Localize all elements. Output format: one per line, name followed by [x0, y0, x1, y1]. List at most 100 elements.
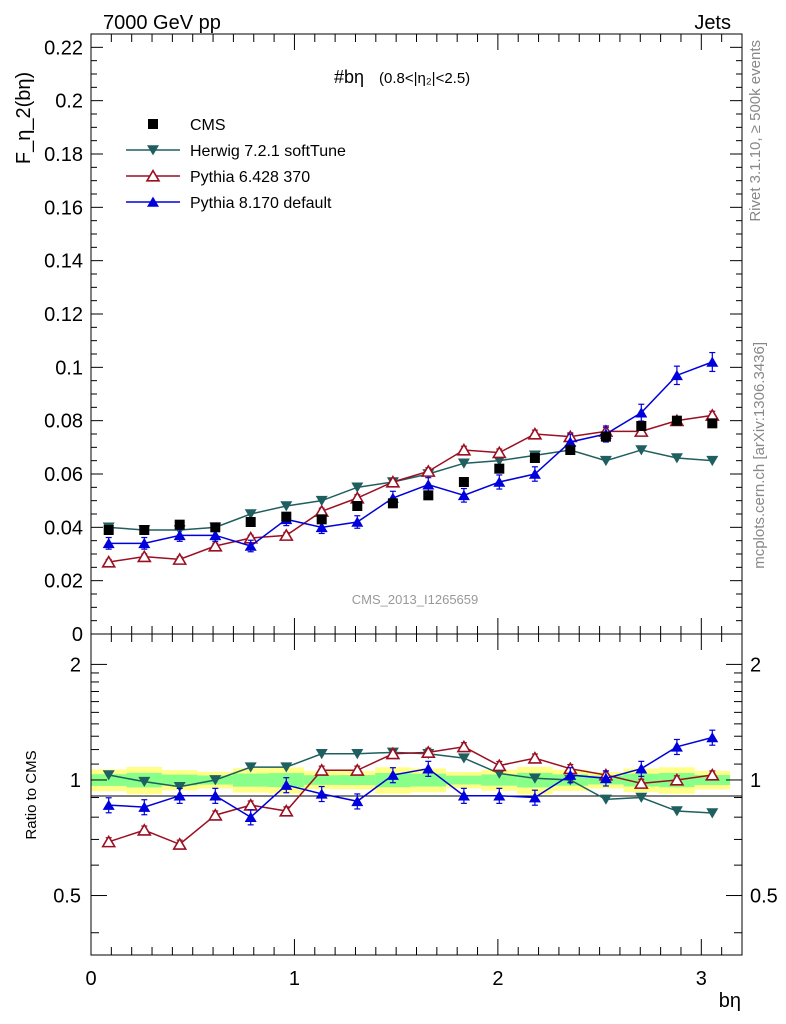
ratio-point	[209, 790, 222, 801]
y-tick-label-main: 0.18	[44, 144, 83, 166]
legend-label: Pythia 6.428 370	[190, 169, 310, 186]
plot-title-label: #bη	[334, 67, 364, 87]
series-main-2	[101, 408, 720, 568]
series-ratio-2	[102, 729, 719, 826]
ratio-point	[599, 772, 612, 784]
ratio-point	[278, 804, 294, 817]
y-tick-label-main: 0.04	[44, 517, 83, 539]
data-point	[633, 424, 649, 437]
data-point	[493, 476, 506, 487]
y-tick-label-main: 0.16	[44, 197, 83, 219]
legend-label: Herwig 7.2.1 softTune	[190, 143, 346, 160]
y-tick-label-ratio-right: 0.5	[750, 886, 778, 908]
ratio-point	[420, 745, 436, 758]
y-axis-main: 0 0.02 0.04 0.06 0.08 0.1 0.12 0.14 0.16 0.18 0.2 0…	[44, 37, 742, 646]
ratio-point	[457, 790, 470, 801]
data-point	[635, 445, 648, 456]
band-inner	[161, 774, 198, 786]
ratio-panel: 0.5 0.5 1 1 2 2 0 1 2 3	[53, 633, 778, 990]
y-tick-label-main: 0.12	[44, 304, 83, 326]
ratio-line	[108, 736, 713, 819]
data-point	[136, 549, 152, 563]
ratio-point	[280, 779, 293, 790]
ratio-point	[351, 748, 364, 760]
y-tick-label-ratio: 2	[70, 654, 81, 676]
ratio-point	[670, 806, 683, 817]
legend-marker	[147, 145, 159, 156]
y-axis-title-main: F_η_2(bη)	[13, 72, 35, 164]
data-point	[245, 517, 256, 527]
data-point	[706, 356, 719, 367]
y-tick-label-main: 0.1	[55, 357, 83, 379]
legend-marker	[148, 119, 158, 129]
legend-marker	[147, 196, 159, 207]
data-point	[244, 509, 257, 520]
y-tick-label-ratio: 0.5	[53, 886, 81, 908]
data-point	[351, 482, 364, 493]
series-line	[108, 449, 713, 531]
ratio-point	[351, 795, 364, 807]
data-point	[102, 537, 115, 549]
y-tick-label-main: 0.2	[55, 91, 83, 113]
band-inner	[410, 773, 447, 787]
ratio-point	[138, 801, 151, 812]
data-point	[565, 445, 576, 455]
y-axis-ratio: 0.5 0.5 1 1 2 2	[53, 654, 778, 934]
plot-title-range: (0.8<|η₂|<2.5)	[379, 70, 470, 87]
ratio-point	[349, 763, 365, 776]
data-point	[636, 421, 647, 431]
series-main-3	[102, 351, 719, 553]
rivet-label: Rivet 3.1.10, ≥ 500k events	[747, 40, 764, 222]
band-inner	[232, 773, 269, 787]
ratio-point	[173, 790, 186, 801]
ratio-point	[635, 763, 648, 774]
data-point	[493, 455, 506, 467]
data-point	[456, 443, 472, 456]
ratio-point	[528, 792, 541, 803]
x-axis-title: bη	[719, 990, 741, 1012]
data-point	[385, 475, 401, 488]
ratio-point	[386, 769, 399, 780]
ratio-point	[706, 808, 719, 819]
header-process: 7000 GeV pp	[103, 12, 221, 34]
y-tick-label-main: 0	[72, 624, 83, 646]
ratio-point	[102, 770, 115, 781]
series-line	[108, 361, 713, 547]
ratio-point	[280, 762, 293, 773]
x-axis-main	[90, 34, 743, 634]
data-point	[420, 464, 436, 477]
legend-label: CMS	[190, 117, 226, 134]
legend-marker	[145, 169, 161, 182]
data-point	[352, 501, 363, 511]
ratio-point	[491, 758, 507, 772]
data-point	[103, 525, 114, 535]
data-point	[670, 453, 683, 464]
data-point	[528, 468, 541, 479]
x-tick-label: 3	[696, 968, 707, 990]
data-point	[280, 501, 293, 512]
ratio-point	[243, 798, 259, 811]
ratio-point	[314, 763, 330, 776]
y-tick-label-main: 0.02	[44, 571, 83, 593]
ratio-point	[315, 748, 328, 760]
ratio-point	[456, 739, 472, 753]
ratio-point	[599, 794, 612, 805]
data-point	[315, 521, 328, 533]
ratio-point	[633, 776, 649, 789]
plot-title: #bη (0.8<|η₂|<2.5)	[334, 67, 470, 87]
ratio-point	[385, 746, 401, 760]
data-point	[564, 436, 577, 447]
ratio-point	[422, 763, 435, 774]
ratio-point	[101, 834, 117, 848]
ratio-point	[706, 732, 719, 743]
ratio-point	[457, 753, 470, 764]
mcplots-label: mcplots.cern.ch [arXiv:1306.3436]	[751, 342, 768, 569]
watermark: CMS_2013_I1265659	[352, 592, 479, 607]
data-point	[351, 516, 364, 527]
data-point	[422, 479, 435, 490]
x-tick-label: 1	[289, 968, 300, 990]
data-point	[315, 495, 328, 507]
ratio-point	[669, 772, 685, 786]
data-point	[281, 511, 292, 522]
